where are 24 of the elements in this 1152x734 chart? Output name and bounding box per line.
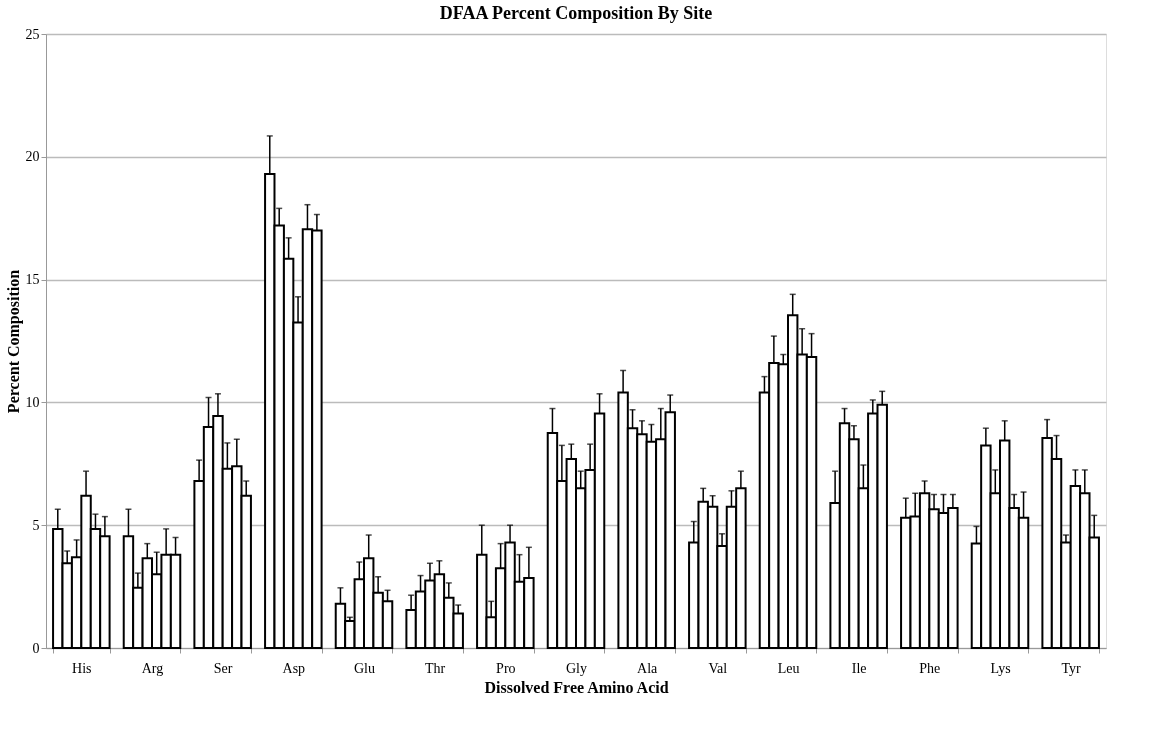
x-tick-label: Arg — [141, 660, 164, 676]
x-tick-label: Lys — [990, 660, 1011, 676]
x-tick-label: Phe — [919, 660, 941, 676]
x-tick-label: Tyr — [1061, 660, 1082, 676]
x-tick-label: Val — [708, 660, 728, 676]
y-axis-title: Percent Composition — [4, 269, 23, 414]
x-tick-label: Glu — [354, 660, 375, 676]
x-tick-label: His — [72, 660, 92, 676]
x-tick-label: Ser — [213, 660, 233, 676]
x-tick-label: Asp — [282, 660, 306, 676]
x-tick-label: Ile — [851, 660, 867, 676]
x-tick-label: Gly — [566, 660, 587, 676]
y-tick-label: 10 — [25, 394, 40, 410]
x-tick-label: Pro — [496, 660, 516, 676]
x-tick-label: Leu — [777, 660, 800, 676]
y-tick-label: 5 — [32, 517, 40, 533]
y-tick-label: 15 — [25, 272, 40, 288]
y-tick-label: 25 — [25, 26, 40, 42]
y-tick-label: 20 — [25, 149, 40, 165]
x-axis-title: Dissolved Free Amino Acid — [484, 678, 669, 696]
x-tick-label: Thr — [425, 660, 446, 676]
x-tick-label: Ala — [637, 660, 659, 676]
chart-title: DFAA Percent Composition By Site — [439, 3, 713, 23]
y-tick-label: 0 — [32, 640, 40, 656]
